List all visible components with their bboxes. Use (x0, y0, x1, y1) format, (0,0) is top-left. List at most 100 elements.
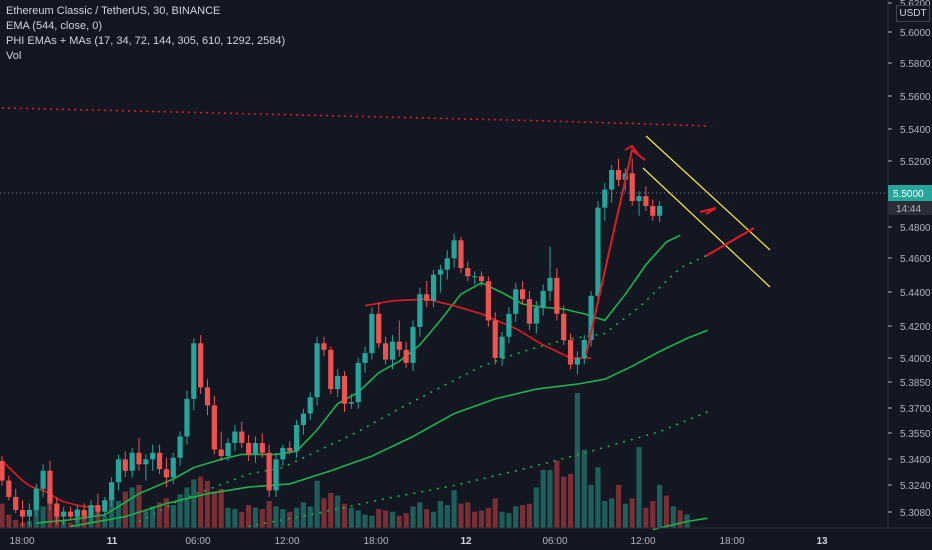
price-tick-label: 5.4600 (900, 254, 931, 265)
volume-bar (335, 495, 341, 528)
volume-indicator-label[interactable]: Vol (6, 50, 22, 62)
volume-bar (67, 522, 74, 528)
ema144-dotted-line (248, 411, 708, 528)
candle-body (40, 470, 46, 489)
volume-bar (225, 507, 231, 528)
volume-bar (184, 487, 190, 528)
volume-bar (554, 460, 560, 528)
price-tick-label: 5.5200 (900, 157, 931, 168)
current-price-box (888, 185, 932, 201)
time-tick-label: 06:00 (185, 536, 210, 547)
candle-body (520, 289, 526, 300)
candle-body (499, 336, 505, 358)
volume-bar (13, 519, 19, 528)
candle-body (588, 295, 594, 341)
volume-bar (115, 501, 122, 528)
candle-body (643, 196, 649, 206)
candle-body (239, 431, 245, 443)
volume-bar (150, 506, 156, 528)
candle-body (444, 258, 450, 270)
volume-bar (143, 510, 149, 528)
candle-body (403, 349, 409, 363)
candle-body (136, 452, 142, 465)
candle-body (369, 313, 375, 354)
price-tick-label: 5.3080 (900, 508, 931, 519)
candle-body (54, 503, 60, 517)
volume-bar (204, 480, 211, 528)
price-tick-label: 5.5800 (900, 59, 931, 70)
candle-body (348, 402, 354, 404)
time-tick-label: 11 (107, 536, 118, 547)
ema-red-upper-line (364, 298, 592, 359)
volume-bar (136, 484, 142, 528)
volume-bar (430, 511, 437, 528)
volume-bar (129, 487, 135, 528)
candle-body (61, 511, 67, 517)
candle-body (485, 281, 491, 321)
candle-body (417, 294, 423, 327)
small-arrow-drawing[interactable] (699, 207, 717, 215)
volume-bar (595, 467, 601, 528)
upward-arrow-drawing[interactable] (585, 148, 646, 356)
time-tick-label: 13 (816, 536, 828, 547)
volume-bar (376, 509, 382, 528)
candle-body (321, 343, 327, 350)
volume-bar (81, 513, 87, 528)
ema-indicator-label[interactable]: EMA (544, close, 0) (6, 20, 102, 32)
candle-body (95, 505, 101, 512)
symbol-label[interactable]: Ethereum Classic / TetherUS, 30, BINANCE (6, 5, 221, 17)
candle-body (170, 457, 176, 478)
candle-body (424, 294, 430, 301)
volume-bar (307, 506, 313, 528)
channel-lower-trendline[interactable] (642, 167, 771, 288)
volume-bar (581, 449, 587, 528)
breakout-line-drawing[interactable] (705, 227, 755, 257)
candle-body (19, 510, 26, 517)
time-tick-label: 18:00 (363, 536, 388, 547)
volume-bar (561, 476, 567, 528)
volume-bar (287, 511, 293, 528)
candle-body (615, 170, 622, 180)
volume-bar (492, 498, 498, 528)
volume-bar (629, 498, 635, 528)
price-tick-label: 5.3240 (900, 481, 931, 492)
volume-bar (465, 502, 471, 528)
price-tick-label: 5.3850 (900, 378, 931, 389)
candle-body (259, 442, 265, 453)
candle-body (396, 341, 402, 350)
ema72-line (70, 329, 708, 528)
volume-bar (252, 507, 259, 528)
candle-body (389, 341, 396, 360)
volume-bar (396, 515, 402, 528)
volume-bar (643, 507, 649, 528)
candle-body (225, 442, 231, 457)
volume-bar (300, 502, 306, 528)
candle-body (156, 452, 163, 470)
candle-body (252, 442, 259, 455)
candle-body (293, 425, 300, 452)
phi-indicator-label[interactable]: PHI EMAs + MAs (17, 34, 72, 144, 305, 61… (6, 35, 286, 47)
volume-bar (609, 498, 615, 528)
volume-bar (348, 507, 354, 528)
volume-bar (266, 501, 272, 528)
candle-body (115, 459, 122, 483)
volume-bar (122, 491, 128, 528)
candle-body (280, 447, 286, 460)
volume-bar (506, 513, 512, 528)
time-tick-label: 12:00 (274, 536, 299, 547)
candle-body (581, 340, 587, 358)
time-tick-label: 18:00 (719, 536, 744, 547)
candle-body (526, 299, 533, 324)
candle-body (355, 362, 361, 403)
price-tick-label: 5.6000 (900, 28, 931, 39)
volume-bar (657, 484, 663, 528)
candle-body (533, 307, 539, 324)
candle-body (465, 268, 471, 277)
volume-bar (6, 514, 12, 528)
candle-body (376, 313, 382, 344)
candle-body (184, 398, 190, 437)
candle-body (657, 205, 663, 216)
volume-bar (533, 487, 539, 528)
currency-label[interactable]: USDT (896, 5, 930, 22)
